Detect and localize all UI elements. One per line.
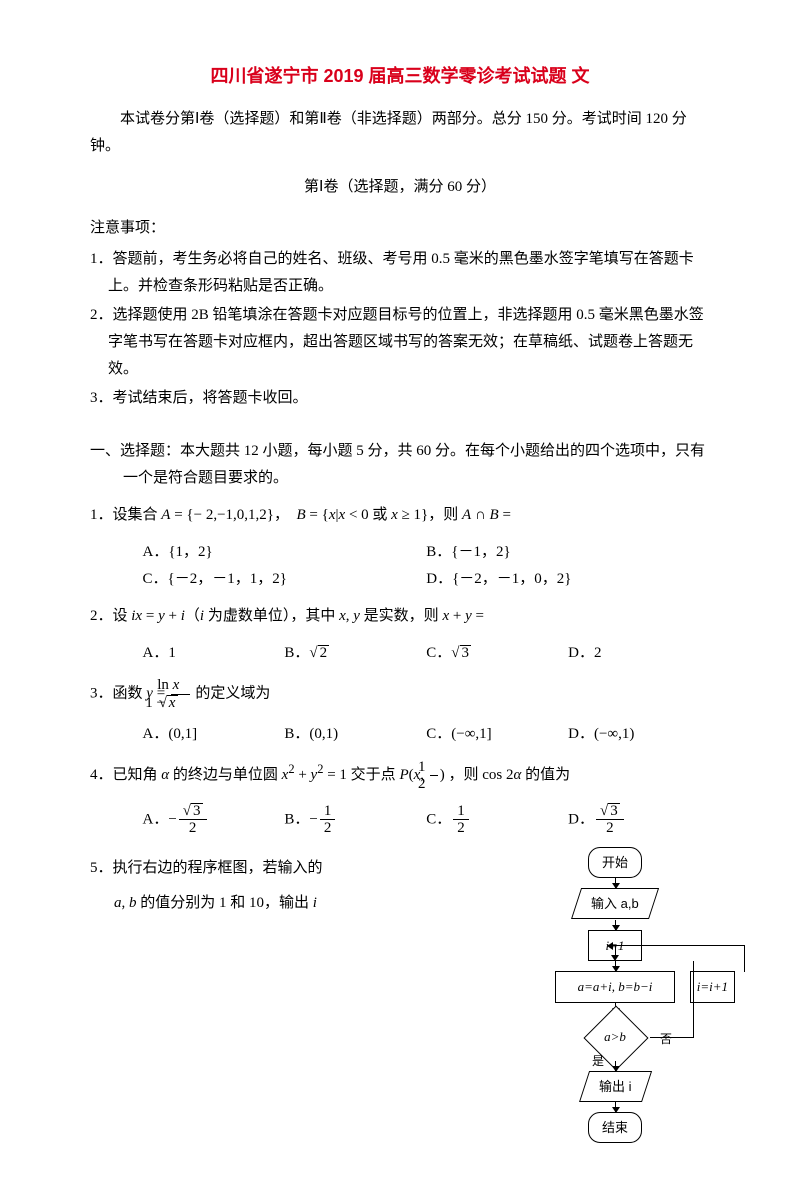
- q3-opt-c: C．(−∞,1]: [426, 721, 568, 748]
- q2-opt-a: A．1: [143, 640, 285, 667]
- notice-item-2: 2．选择题使用 2B 铅笔填涂在答题卡对应题目标号的位置上，非选择题用 0.5 …: [90, 302, 710, 383]
- q1-options: A．{1，2} B．{－1，2} C．{－2，－1，1，2} D．{－2，－1，…: [143, 539, 711, 593]
- q1-opt-d: D．{－2，－1，0，2}: [426, 566, 710, 593]
- flowchart: 开始 输入 a,b i=1 a=a+i, b=b−i i=i+1 a>b 是 否…: [520, 847, 710, 1143]
- q4-opt-b: B．−12: [284, 803, 426, 837]
- q4-opt-d: D．√32: [568, 803, 710, 837]
- question-1: 1．设集合 A = {− 2,−1,0,1,2}， B = {x|x < 0 或…: [90, 502, 710, 529]
- notice-heading: 注意事项：: [90, 215, 710, 242]
- q4-opt-a: A．−√32: [143, 803, 285, 837]
- q3-opt-a: A．(0,1]: [143, 721, 285, 748]
- q3-options: A．(0,1] B．(0,1) C．(−∞,1] D．(−∞,1): [143, 721, 711, 748]
- q4-options: A．−√32 B．−12 C．12 D．√32: [143, 803, 711, 837]
- section-1-header: 第Ⅰ卷（选择题，满分 60 分）: [90, 174, 710, 201]
- fc-decision: a>b 是 否: [580, 1015, 650, 1059]
- part-1-intro: 一、选择题：本大题共 12 小题，每小题 5 分，共 60 分。在每个小题给出的…: [90, 438, 710, 492]
- q4-opt-c: C．12: [426, 803, 568, 837]
- question-2: 2．设 ix = y + i（i 为虚数单位），其中 x, y 是实数，则 x …: [90, 603, 710, 630]
- q1-opt-c: C．{－2，－1，1，2}: [143, 566, 427, 593]
- question-3: 3．函数 y = ln x√1 − x 的定义域为: [90, 677, 710, 711]
- q2-options: A．1 B．√2 C．√3 D．2: [143, 640, 711, 667]
- exam-intro: 本试卷分第Ⅰ卷（选择题）和第Ⅱ卷（非选择题）两部分。总分 150 分。考试时间 …: [90, 106, 710, 160]
- fc-increment: i=i+1: [690, 971, 735, 1002]
- q2-opt-b: B．√2: [284, 640, 426, 667]
- fc-assign: a=a+i, b=b−i: [555, 971, 675, 1002]
- q3-opt-b: B．(0,1): [284, 721, 426, 748]
- fc-yes-label: 是: [592, 1051, 604, 1073]
- q1-opt-b: B．{－1，2}: [426, 539, 710, 566]
- notice-item-3: 3．考试结束后，将答题卡收回。: [90, 385, 710, 412]
- q2-opt-c: C．√3: [426, 640, 568, 667]
- question-5-line2: a, b 的值分别为 1 和 10，输出 i: [90, 890, 520, 917]
- question-5: 5．执行右边的程序框图，若输入的: [90, 855, 520, 882]
- q3-opt-d: D．(−∞,1): [568, 721, 710, 748]
- fc-no-label: 否: [660, 1029, 672, 1051]
- fc-input: 输入 a,b: [571, 888, 659, 919]
- notice-item-1: 1．答题前，考生务必将自己的姓名、班级、考号用 0.5 毫米的黑色墨水签字笔填写…: [90, 246, 710, 300]
- fc-output: 输出 i: [579, 1071, 652, 1102]
- q1-opt-a: A．{1，2}: [143, 539, 427, 566]
- question-4: 4．已知角 α 的终边与单位圆 x2 + y2 = 1 交于点 P(x, 12)…: [90, 758, 710, 793]
- fc-end: 结束: [588, 1112, 642, 1143]
- fc-start: 开始: [588, 847, 642, 878]
- q2-opt-d: D．2: [568, 640, 710, 667]
- exam-title: 四川省遂宁市 2019 届高三数学零诊考试试题 文: [90, 60, 710, 92]
